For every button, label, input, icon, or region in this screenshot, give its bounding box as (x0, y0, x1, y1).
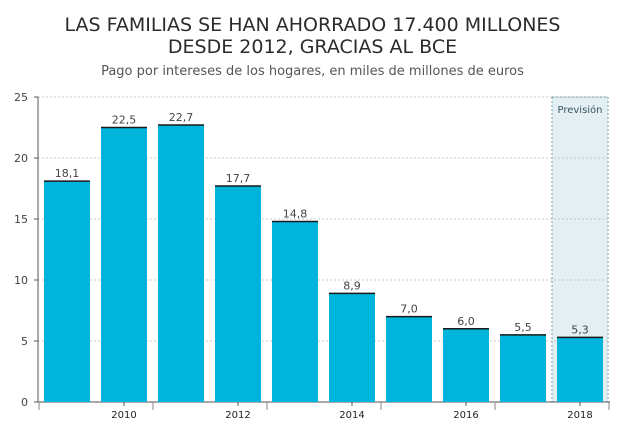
data-label: 22,5 (112, 114, 137, 127)
data-label: 22,7 (169, 111, 194, 124)
chart-title-line-2: DESDE 2012, GRACIAS AL BCE (167, 36, 458, 58)
x-tick-label: 2010 (111, 410, 136, 421)
bar (443, 328, 489, 402)
x-tick-label: 2018 (567, 410, 592, 421)
y-tick-label: 10 (14, 274, 28, 287)
bar (101, 127, 147, 402)
bar (557, 337, 603, 402)
x-tick-label: 2014 (339, 410, 364, 421)
bar (44, 181, 90, 402)
bar (158, 125, 204, 402)
y-tick-label: 5 (21, 335, 28, 348)
bars (44, 124, 603, 402)
x-tick-label: 2016 (453, 410, 478, 421)
bar (329, 293, 375, 402)
bar (215, 186, 261, 402)
bar (386, 316, 432, 402)
data-label: 17,7 (226, 172, 251, 185)
bar (500, 334, 546, 402)
data-label: 5,5 (514, 321, 532, 334)
chart-title-line-1: LAS FAMILIAS SE HAN AHORRADO 17.400 MILL… (64, 14, 561, 36)
x-tick-label: 2012 (225, 410, 250, 421)
data-label: 8,9 (343, 279, 361, 292)
bar (272, 221, 318, 402)
data-label: 14,8 (283, 207, 308, 220)
forecast-label: Previsión (557, 104, 602, 116)
data-label: 5,3 (571, 323, 589, 336)
y-tick-label: 0 (21, 396, 28, 409)
chart-subtitle: Pago por intereses de los hogares, en mi… (101, 64, 524, 79)
y-tick-label: 25 (14, 91, 28, 104)
data-label: 18,1 (55, 167, 80, 180)
data-labels: 18,1 22,5 22,7 17,7 14,8 8,9 7,0 6,0 5,5 5,3 (55, 111, 589, 336)
y-tick-label: 20 (14, 152, 28, 165)
y-tick-label: 15 (14, 213, 28, 226)
data-label: 7,0 (400, 303, 418, 316)
data-label: 6,0 (457, 315, 475, 328)
